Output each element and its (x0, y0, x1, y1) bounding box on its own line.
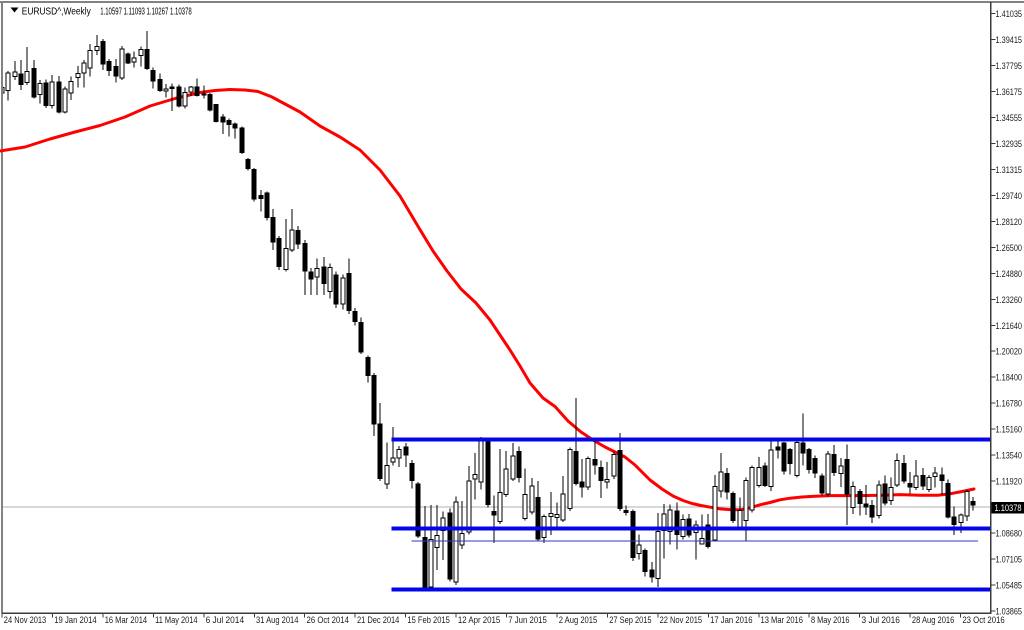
svg-text:1.10378: 1.10378 (995, 503, 1022, 514)
svg-text:1.07105: 1.07105 (996, 555, 1023, 566)
svg-text:1.29740: 1.29740 (996, 191, 1023, 202)
svg-text:1.28120: 1.28120 (996, 217, 1023, 228)
svg-text:27 Sep 2015: 27 Sep 2015 (609, 615, 651, 626)
svg-text:6 Jul 2014: 6 Jul 2014 (206, 615, 245, 626)
svg-text:2 Aug 2015: 2 Aug 2015 (559, 615, 598, 626)
svg-text:1.18400: 1.18400 (996, 373, 1023, 384)
svg-text:28 Aug 2016: 28 Aug 2016 (912, 615, 954, 626)
svg-text:1.32935: 1.32935 (996, 139, 1023, 150)
svg-text:1.37795: 1.37795 (996, 61, 1023, 72)
svg-text:1.08680: 1.08680 (996, 529, 1023, 540)
svg-text:21 Dec 2014: 21 Dec 2014 (357, 615, 399, 626)
svg-text:1.15160: 1.15160 (996, 425, 1023, 436)
svg-text:12 Apr 2015: 12 Apr 2015 (458, 615, 500, 626)
svg-text:1.39415: 1.39415 (996, 35, 1023, 46)
svg-text:13 Mar 2016: 13 Mar 2016 (761, 615, 803, 626)
svg-text:1.05485: 1.05485 (996, 581, 1023, 592)
svg-text:15 Feb 2015: 15 Feb 2015 (407, 615, 449, 626)
svg-text:22 Nov 2015: 22 Nov 2015 (660, 615, 702, 626)
svg-text:1.26500: 1.26500 (996, 243, 1023, 254)
svg-text:1.20020: 1.20020 (996, 347, 1023, 358)
svg-text:24 Nov 2013: 24 Nov 2013 (4, 615, 46, 626)
svg-text:EURUSD^,Weekly: EURUSD^,Weekly (22, 6, 92, 18)
svg-text:1.36175: 1.36175 (996, 87, 1023, 98)
svg-text:1.10597 1.11093 1.10267 1.1037: 1.10597 1.11093 1.10267 1.10378 (100, 6, 192, 18)
svg-text:19 Jan 2014: 19 Jan 2014 (54, 615, 96, 626)
svg-text:7 Jun 2015: 7 Jun 2015 (508, 615, 547, 626)
svg-text:1.41035: 1.41035 (996, 9, 1023, 20)
svg-text:17 Jan 2016: 17 Jan 2016 (710, 615, 752, 626)
svg-text:1.23260: 1.23260 (996, 295, 1023, 306)
svg-text:16 Mar 2014: 16 Mar 2014 (105, 615, 147, 626)
svg-text:1.16780: 1.16780 (996, 399, 1023, 410)
svg-text:1.13540: 1.13540 (996, 451, 1023, 462)
svg-text:1.21640: 1.21640 (996, 321, 1023, 332)
svg-text:1.24880: 1.24880 (996, 269, 1023, 280)
svg-text:1.34555: 1.34555 (996, 113, 1023, 124)
svg-text:26 Oct 2014: 26 Oct 2014 (307, 615, 349, 626)
svg-text:1.03865: 1.03865 (996, 607, 1023, 618)
svg-text:3 Jul 2016: 3 Jul 2016 (861, 615, 900, 626)
svg-text:31 Aug 2014: 31 Aug 2014 (256, 615, 298, 626)
svg-text:1.11920: 1.11920 (996, 477, 1023, 488)
svg-text:8 May 2016: 8 May 2016 (811, 615, 850, 626)
svg-text:23 Oct 2016: 23 Oct 2016 (962, 615, 1004, 626)
svg-text:11 May 2014: 11 May 2014 (155, 615, 197, 626)
svg-text:1.31315: 1.31315 (996, 165, 1023, 176)
